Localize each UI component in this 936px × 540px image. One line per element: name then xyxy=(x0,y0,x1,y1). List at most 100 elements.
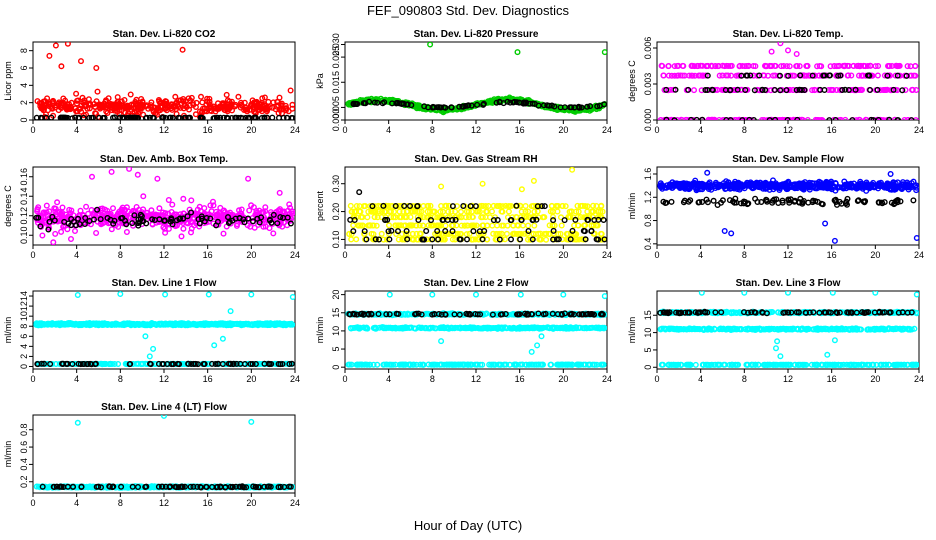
data-point xyxy=(201,361,208,368)
data-point xyxy=(143,209,150,216)
data-point xyxy=(796,116,803,120)
data-point xyxy=(499,208,506,215)
data-point xyxy=(750,117,757,120)
data-point xyxy=(790,86,797,93)
data-point xyxy=(780,63,787,70)
data-point xyxy=(163,98,170,105)
data-point xyxy=(102,360,109,367)
data-point xyxy=(201,218,208,225)
data-point xyxy=(787,117,793,120)
data-point xyxy=(58,63,65,70)
data-point xyxy=(157,321,164,328)
data-point xyxy=(403,227,410,234)
data-point xyxy=(826,117,833,120)
data-point xyxy=(518,216,525,223)
data-point xyxy=(679,72,686,79)
data-point xyxy=(424,208,431,215)
x-tick-label: 24 xyxy=(914,125,924,135)
data-point xyxy=(671,183,678,190)
data-point xyxy=(82,320,89,327)
data-point xyxy=(442,227,449,234)
data-point xyxy=(750,63,757,70)
data-point xyxy=(427,214,434,221)
data-point xyxy=(361,228,368,235)
data-point xyxy=(595,216,602,223)
data-point xyxy=(719,72,726,79)
data-point xyxy=(148,104,155,111)
data-point xyxy=(504,222,511,229)
data-point xyxy=(217,114,224,120)
data-point xyxy=(420,214,427,221)
data-point xyxy=(698,87,705,94)
x-tick-label: 0 xyxy=(342,250,347,260)
x-tick-label: 24 xyxy=(290,374,300,384)
data-point xyxy=(39,232,46,239)
data-point xyxy=(165,225,172,232)
y-tick-label: 0 xyxy=(331,365,341,370)
x-tick-label: 0 xyxy=(654,125,659,135)
data-point xyxy=(740,200,747,207)
data-point xyxy=(347,202,354,209)
data-point xyxy=(388,208,395,215)
x-tick-label: 0 xyxy=(30,374,35,384)
y-tick-label: 0.003 xyxy=(643,73,653,96)
y-axis-label: degrees C xyxy=(3,185,13,227)
data-point xyxy=(52,42,59,49)
data-point xyxy=(479,236,486,243)
data-point xyxy=(449,236,456,243)
data-point xyxy=(726,197,733,204)
data-point xyxy=(812,116,819,120)
data-point xyxy=(796,63,803,70)
x-tick-label: 20 xyxy=(558,250,568,260)
data-point xyxy=(732,117,739,120)
figure-title: FEF_090803 Std. Dev. Diagnostics xyxy=(367,3,570,18)
data-point xyxy=(704,72,711,79)
data-point xyxy=(818,117,825,120)
data-point xyxy=(476,228,483,235)
data-point xyxy=(531,222,538,229)
panel-title: Stan. Dev. Sample Flow xyxy=(732,154,844,165)
data-point xyxy=(269,114,276,120)
data-point xyxy=(686,72,693,79)
data-point xyxy=(110,220,117,227)
data-point xyxy=(798,86,805,93)
data-point xyxy=(220,207,227,214)
y-tick-label: 0.030 xyxy=(331,33,341,56)
data-point xyxy=(848,72,855,79)
data-point xyxy=(184,213,191,220)
data-point xyxy=(434,230,441,237)
data-point xyxy=(73,97,80,104)
data-point xyxy=(90,114,96,120)
data-point xyxy=(37,223,44,230)
data-point xyxy=(856,63,863,70)
data-point xyxy=(810,197,817,204)
data-point xyxy=(572,216,579,223)
data-point xyxy=(515,230,522,237)
data-point xyxy=(59,321,66,328)
data-point xyxy=(557,104,564,111)
data-point xyxy=(691,63,698,70)
data-point xyxy=(169,201,176,208)
data-point xyxy=(457,230,464,237)
data-point xyxy=(150,345,157,352)
series-black xyxy=(34,360,295,368)
data-point xyxy=(518,208,525,215)
data-point xyxy=(403,208,410,215)
data-point xyxy=(866,72,873,79)
data-point xyxy=(709,116,716,120)
data-point xyxy=(518,186,525,193)
data-point xyxy=(74,292,81,299)
data-point xyxy=(732,195,739,202)
data-point xyxy=(742,86,749,93)
data-point xyxy=(350,228,357,235)
data-point xyxy=(597,208,604,215)
data-point xyxy=(907,72,914,79)
data-point xyxy=(877,87,884,94)
data-point xyxy=(575,208,582,215)
data-point xyxy=(901,117,908,120)
data-point xyxy=(267,216,274,223)
y-tick-label: 0.14 xyxy=(19,187,29,205)
data-point xyxy=(196,108,203,115)
x-tick-label: 4 xyxy=(74,374,79,384)
data-point xyxy=(188,361,195,368)
